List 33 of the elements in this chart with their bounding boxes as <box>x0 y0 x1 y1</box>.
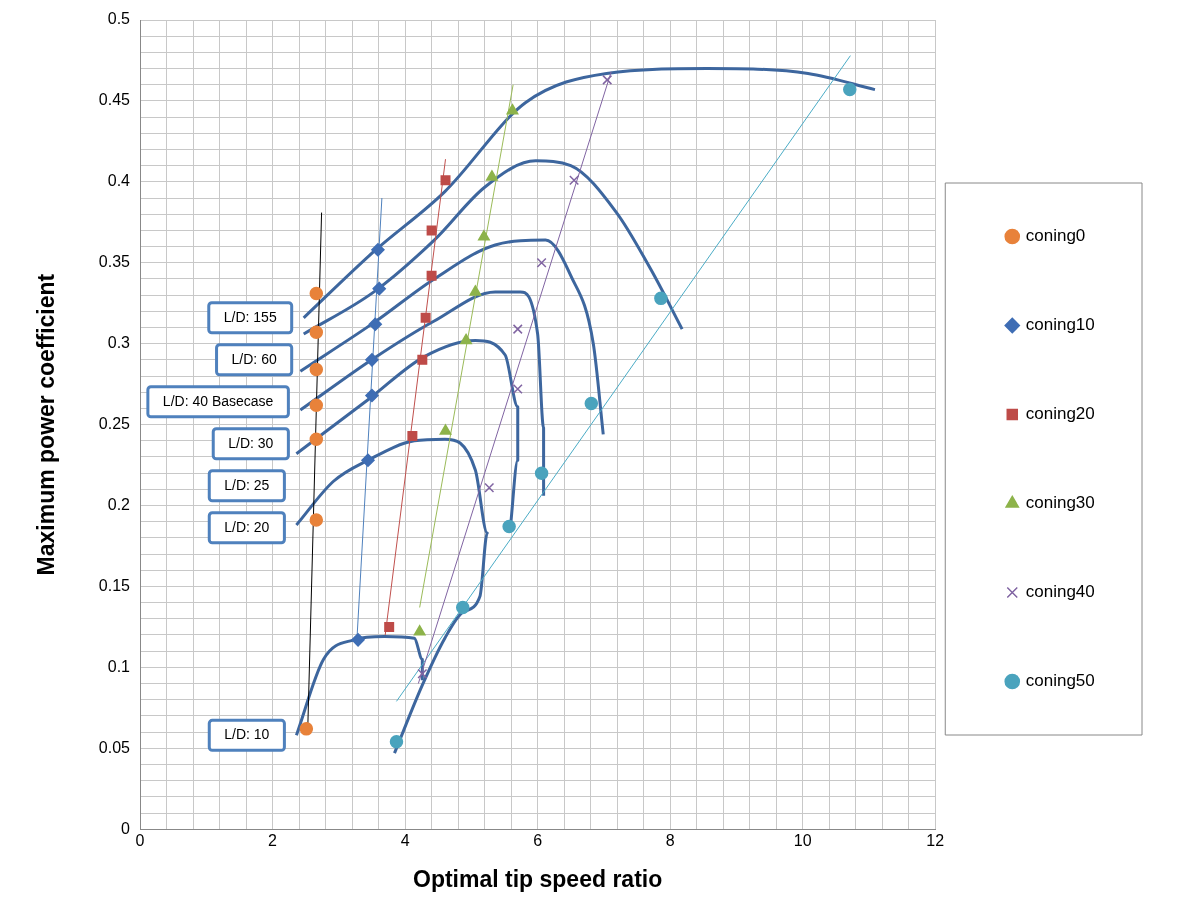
legend-label: coning30 <box>1025 493 1143 513</box>
y-tick-label: 0 <box>121 819 131 837</box>
legend-label: coning10 <box>1025 315 1143 335</box>
x-tick-label: 12 <box>926 832 945 850</box>
annotation: L/D: 60 <box>231 350 277 367</box>
annotation: L/D: 10 <box>224 726 270 743</box>
y-tick-label: 0.4 <box>107 172 131 190</box>
y-tick-label: 0.05 <box>98 738 131 756</box>
annotation: L/D: 40 Basecase <box>162 392 274 409</box>
legend-label: coning0 <box>1025 226 1133 246</box>
legend-label: coning40 <box>1025 582 1143 602</box>
x-tick-label: 8 <box>665 832 675 850</box>
x-tick-label: 2 <box>268 832 278 850</box>
y-tick-label: 0.3 <box>107 334 131 352</box>
annotation: L/D: 20 <box>224 518 270 535</box>
y-tick-label: 0.25 <box>98 415 131 433</box>
y-tick-label: 0.15 <box>98 576 131 594</box>
y-axis-title: Maximum power coefficient <box>33 273 60 576</box>
annotation: L/D: 155 <box>223 308 277 325</box>
y-tick-label: 0.5 <box>107 10 131 28</box>
legend-label: coning50 <box>1025 671 1143 691</box>
x-tick-label: 4 <box>400 832 410 850</box>
y-tick-label: 0.1 <box>107 657 131 675</box>
x-tick-label: 0 <box>135 832 145 850</box>
y-tick-label: 0.45 <box>98 91 131 109</box>
legend-label: coning20 <box>1025 404 1143 424</box>
x-tick-label: 6 <box>533 832 543 850</box>
y-tick-label: 0.35 <box>98 253 131 271</box>
annotation: L/D: 25 <box>224 476 270 493</box>
annotation: L/D: 30 <box>228 434 274 451</box>
y-tick-label: 0.2 <box>107 495 131 513</box>
x-axis-title: Optimal tip speed ratio <box>413 865 663 892</box>
x-tick-label: 10 <box>793 832 812 850</box>
